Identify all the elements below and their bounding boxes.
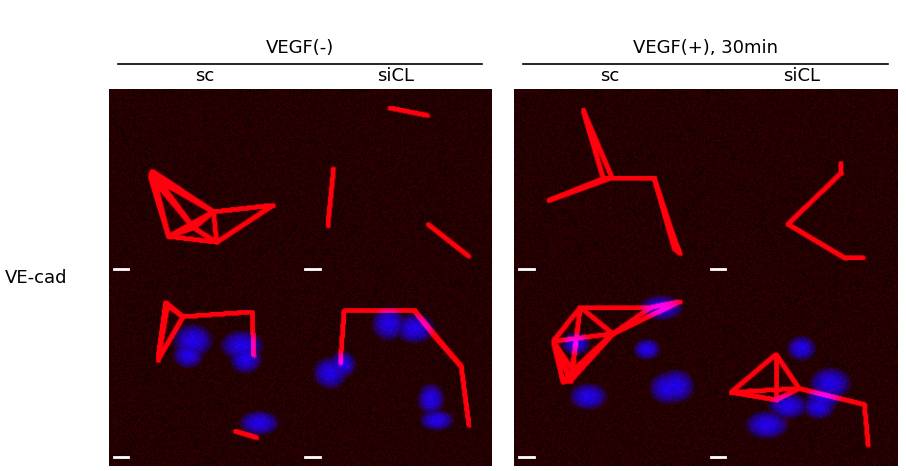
Text: siCL: siCL: [783, 67, 820, 85]
Text: VE-cad: VE-cad: [5, 269, 67, 287]
Text: VEGF(-): VEGF(-): [266, 39, 334, 57]
Text: sc: sc: [601, 67, 620, 85]
Text: siCL: siCL: [377, 67, 414, 85]
Text: sc: sc: [195, 67, 214, 85]
Text: VEGF(+), 30min: VEGF(+), 30min: [633, 39, 778, 57]
